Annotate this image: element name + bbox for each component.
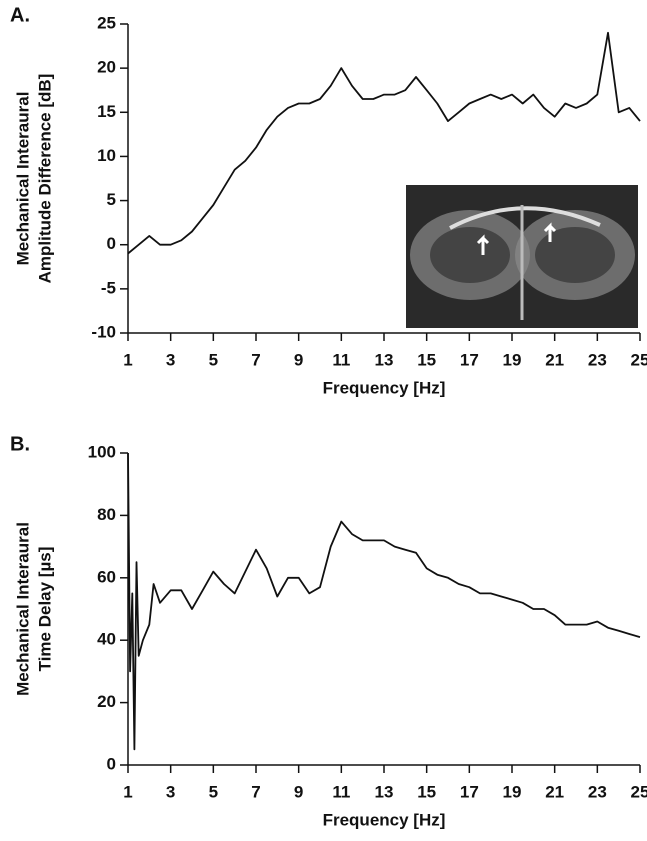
panel-label: B. — [10, 433, 30, 455]
data-line — [127, 452, 641, 751]
x-tick-label: 13 — [375, 350, 394, 369]
x-tick-label: 7 — [251, 782, 260, 801]
x-tick-label: 7 — [251, 350, 260, 369]
x-tick-label: 1 — [123, 782, 132, 801]
x-tick-label: 21 — [545, 350, 564, 369]
y-axis-title: Mechanical Interaural — [13, 92, 32, 266]
x-tick-label: 9 — [294, 782, 303, 801]
y-tick-label: 20 — [97, 58, 116, 77]
x-axis-title: Frequency [Hz] — [323, 378, 446, 397]
x-tick-label: 25 — [631, 350, 647, 369]
y-tick-label: 15 — [97, 102, 116, 121]
y-tick-label: 0 — [107, 754, 116, 773]
data-line — [127, 31, 641, 255]
y-tick-label: -5 — [101, 278, 116, 297]
x-tick-label: 15 — [417, 350, 436, 369]
y-tick-label: 20 — [97, 692, 116, 711]
x-axis-title: Frequency [Hz] — [323, 810, 446, 829]
x-tick-label: 15 — [417, 782, 436, 801]
panel-label: A. — [10, 4, 30, 26]
y-tick-label: -10 — [91, 322, 116, 341]
y-tick-label: 100 — [88, 442, 116, 461]
y-tick-label: 10 — [97, 146, 116, 165]
x-tick-label: 9 — [294, 350, 303, 369]
y-tick-label: 0 — [107, 234, 116, 253]
x-tick-label: 21 — [545, 782, 564, 801]
inset-photo — [406, 185, 638, 328]
x-tick-label: 17 — [460, 782, 479, 801]
y-axis-title: Amplitude Difference [dB] — [35, 74, 54, 284]
x-tick-label: 17 — [460, 350, 479, 369]
x-tick-label: 11 — [332, 782, 350, 801]
y-tick-label: 40 — [97, 630, 116, 649]
y-tick-label: 25 — [97, 13, 116, 32]
y-tick-label: 5 — [107, 190, 116, 209]
y-axis-title: Time Delay [µs] — [35, 547, 54, 672]
x-tick-label: 1 — [123, 350, 132, 369]
x-tick-label: 11 — [332, 350, 350, 369]
x-tick-label: 13 — [375, 782, 394, 801]
x-tick-label: 23 — [588, 350, 607, 369]
x-tick-label: 5 — [209, 350, 218, 369]
y-tick-label: 80 — [97, 505, 116, 524]
x-tick-label: 19 — [503, 350, 522, 369]
x-tick-label: 19 — [503, 782, 522, 801]
x-tick-label: 3 — [166, 350, 175, 369]
x-tick-label: 23 — [588, 782, 607, 801]
x-tick-label: 25 — [631, 782, 647, 801]
x-tick-label: 3 — [166, 782, 175, 801]
y-axis-title: Mechanical Interaural — [13, 522, 32, 696]
y-tick-label: 60 — [97, 567, 116, 586]
x-tick-label: 5 — [209, 782, 218, 801]
